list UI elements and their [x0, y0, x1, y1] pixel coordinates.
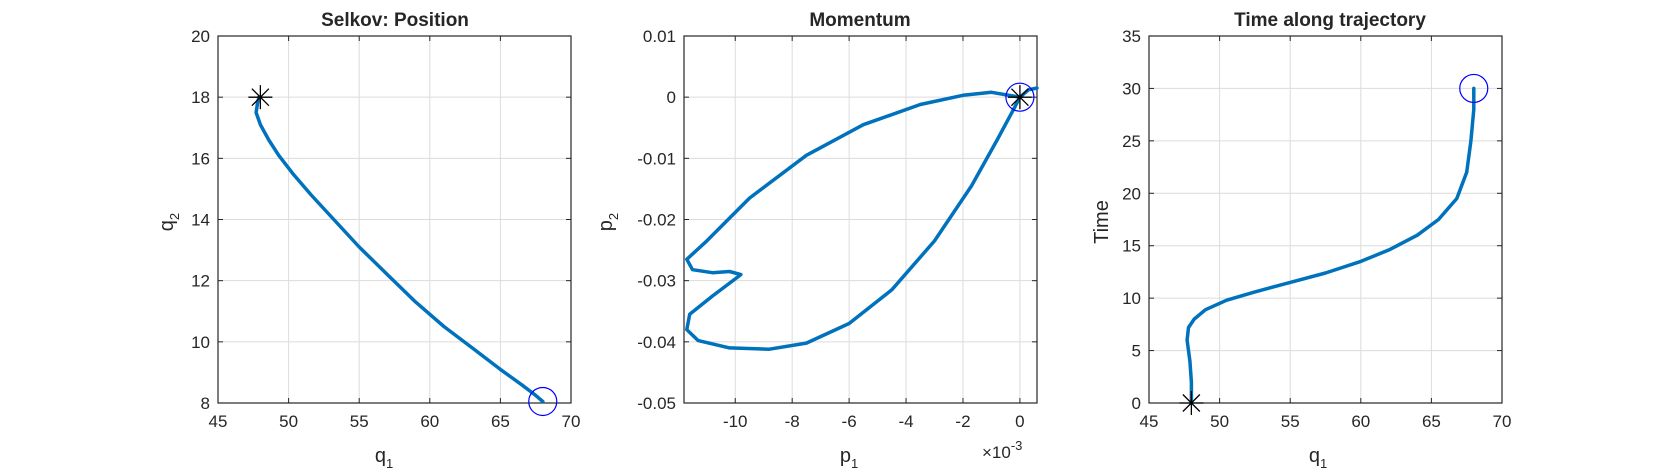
position-xtick-label-3: 60 [420, 412, 439, 431]
time-ytick-label-5: 25 [1122, 132, 1141, 151]
time-ytick-label-4: 20 [1122, 184, 1141, 203]
time-panel: Time along trajectory q1 Time 45 50 55 60 65… [1091, 10, 1511, 471]
time-ytick-label-0: 0 [1132, 394, 1141, 413]
position-xtick-label-0: 45 [209, 412, 228, 431]
position-star-d2 [251, 88, 270, 107]
momentum-ytick-label-2: -0.03 [637, 272, 676, 291]
position-title: Selkov: Position [321, 10, 469, 31]
position-series-line-0 [254, 95, 545, 404]
momentum-series-line-0 [685, 86, 1039, 351]
position-ytick-label-0: 8 [201, 394, 210, 413]
position-xtick-label-2: 55 [350, 412, 369, 431]
position-ytick-label-1: 10 [191, 333, 210, 352]
momentum-xtick-label-0: -10 [723, 412, 748, 431]
position-ytick-label-4: 16 [191, 149, 210, 168]
time-xtick-label-1: 50 [1210, 412, 1229, 431]
momentum-ytick-label-6: 0.01 [643, 27, 676, 46]
position-xlabel: q1 [375, 445, 393, 471]
position-grid [217, 35, 572, 404]
time-title: Time along trajectory [1234, 10, 1426, 31]
time-axes-box [1148, 35, 1503, 404]
position-panel: Selkov: Position q1 q2 45 50 55 60 65 70 8 10 12… [156, 10, 580, 471]
momentum-ytick-label-1: -0.04 [637, 333, 676, 352]
momentum-ytick-label-4: -0.01 [637, 149, 676, 168]
time-xtick-label-0: 45 [1140, 412, 1159, 431]
time-ylabel: Time [1091, 200, 1113, 244]
position-ytick-label-2: 12 [191, 272, 210, 291]
momentum-ytick-label-3: -0.02 [637, 211, 676, 230]
momentum-ytick-label-0: -0.05 [637, 394, 676, 413]
time-start-star-marker [1179, 391, 1204, 415]
time-ytick-label-1: 5 [1132, 342, 1141, 361]
time-xlabel: q1 [1309, 445, 1327, 471]
time-grid [1148, 35, 1503, 404]
momentum-end-circle-marker [1005, 82, 1035, 112]
momentum-ytick-label-5: 0 [667, 88, 676, 107]
momentum-xtick-label-2: -6 [842, 412, 857, 431]
time-star-d2 [1182, 394, 1201, 412]
time-ytick-label-6: 30 [1122, 79, 1141, 98]
time-ytick-label-2: 10 [1122, 289, 1141, 308]
momentum-title: Momentum [809, 10, 910, 31]
position-ytick-label-3: 14 [191, 211, 210, 230]
momentum-xlabel: p1 [840, 445, 858, 471]
position-ytick-label-5: 18 [191, 88, 210, 107]
momentum-xtick-label-4: -2 [955, 412, 970, 431]
momentum-panel: Momentum p1 p2 ×10-3 -10 -8 -6 -4 -2 0 -0.05 -0… [595, 10, 1039, 471]
position-xtick-label-4: 65 [491, 412, 510, 431]
time-ytick-label-3: 15 [1122, 237, 1141, 256]
position-ytick-label-6: 20 [191, 27, 210, 46]
momentum-star-d2 [1010, 88, 1029, 107]
time-xtick-label-3: 60 [1351, 412, 1370, 431]
position-end-circle-marker [528, 386, 558, 417]
time-ytick-label-7: 35 [1122, 27, 1141, 46]
time-series-line-0 [1185, 86, 1476, 405]
momentum-ylabel: p2 [595, 213, 621, 231]
position-xtick-label-5: 70 [562, 412, 581, 431]
momentum-xtick-label-5: 0 [1015, 412, 1024, 431]
position-xtick-label-1: 50 [279, 412, 298, 431]
momentum-x-multiplier: ×10-3 [982, 438, 1022, 462]
position-ylabel: q2 [156, 213, 182, 231]
momentum-xtick-label-1: -8 [785, 412, 800, 431]
time-end-circle-marker [1459, 73, 1489, 104]
time-xtick-label-2: 55 [1281, 412, 1300, 431]
time-xtick-label-4: 65 [1422, 412, 1441, 431]
time-xtick-label-5: 70 [1493, 412, 1512, 431]
position-start-star-marker [248, 85, 273, 110]
momentum-xtick-label-3: -4 [898, 412, 913, 431]
momentum-start-star-marker [1007, 85, 1032, 110]
